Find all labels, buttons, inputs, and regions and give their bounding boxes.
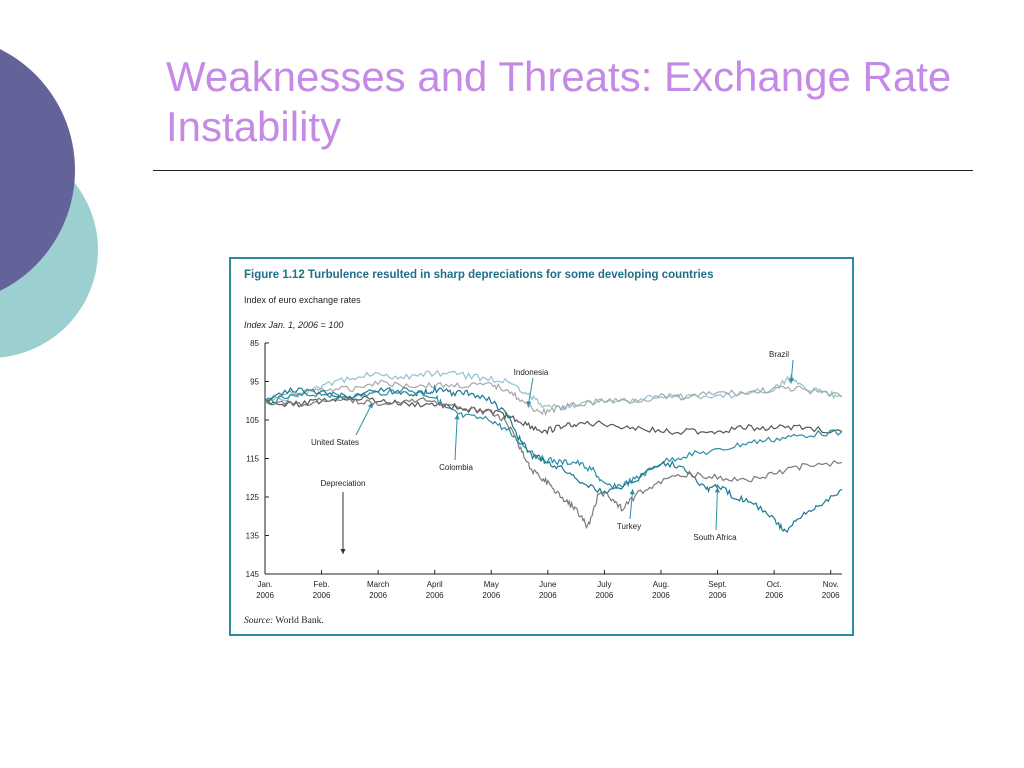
annotation-united-states: United States <box>311 438 359 447</box>
series-line-indonesia <box>264 379 843 417</box>
annotation-brazil: Brazil <box>769 350 789 359</box>
y-tick-label: 125 <box>246 493 260 502</box>
x-tick-label: May 2006 <box>482 580 500 600</box>
decorative-circles <box>0 49 98 358</box>
annotation-arrowhead-united-states <box>367 402 373 409</box>
series-line-united-states <box>264 394 843 436</box>
series-line-brazil <box>264 369 843 411</box>
y-tick-label: 145 <box>246 570 260 579</box>
figure-frame: 85 95 105 115 125 135 145 Jan. 2006 Feb. 2006 Marc… <box>229 257 854 636</box>
x-tick-label: Aug. 2006 <box>652 580 670 600</box>
source-label: Source: <box>244 616 274 626</box>
y-tick-label: 95 <box>250 378 259 387</box>
y-axis: 85 95 105 115 125 135 145 <box>246 339 269 579</box>
figure-source: Source: World Bank. <box>244 616 324 626</box>
y-tick-label: 135 <box>246 532 260 541</box>
x-axis: Jan. 2006 Feb. 2006 March 2006 April 2006 May 200… <box>256 570 842 600</box>
source-text: World Bank. <box>275 616 324 626</box>
annotation-arrowhead-colombia <box>454 414 460 420</box>
annotation-layer: Brazil Indonesia United States Colombia Depr… <box>311 350 795 554</box>
annotation-arrowhead-indonesia <box>526 401 532 407</box>
annotation-arrowhead-brazil <box>788 378 795 384</box>
annotation-arrowhead-turkey <box>629 489 635 495</box>
figure-subtitle: Index of euro exchange rates <box>244 295 361 305</box>
x-tick-label: Feb. 2006 <box>313 580 331 600</box>
x-tick-label: Jan. 2006 <box>256 580 274 600</box>
y-tick-label: 105 <box>246 416 260 425</box>
slide-title: Weaknesses and Threats: Exchange Rate In… <box>166 53 952 150</box>
annotation-indonesia: Indonesia <box>514 368 549 377</box>
annotation-arrow-south-africa <box>715 487 719 531</box>
x-tick-label: July 2006 <box>596 580 614 600</box>
exchange-rate-chart: 85 95 105 115 125 135 145 Jan. 2006 Feb. 2006 Marc… <box>246 339 843 600</box>
y-tick-label: 85 <box>250 339 259 348</box>
annotation-depreciation: Depreciation <box>321 479 366 488</box>
series-line-colombia <box>264 387 843 490</box>
series-layer <box>264 369 843 534</box>
x-tick-label: Sept. 2006 <box>708 580 727 600</box>
x-tick-label: Nov. 2006 <box>822 580 840 600</box>
x-tick-label: April 2006 <box>426 580 444 600</box>
annotation-arrowhead-south-africa <box>714 487 720 493</box>
figure-index-note: Index Jan. 1, 2006 = 100 <box>244 320 344 330</box>
y-tick-label: 115 <box>246 455 259 464</box>
annotation-arrow-colombia <box>454 414 458 461</box>
x-tick-label: March 2006 <box>367 580 389 600</box>
annotation-arrow-united-states <box>355 402 373 436</box>
x-tick-label: Oct. 2006 <box>765 580 783 600</box>
annotation-arrowhead-depreciation <box>340 549 346 554</box>
figure-title: Figure 1.12 Turbulence resulted in sharp… <box>244 269 714 281</box>
series-line-south-africa <box>264 384 843 534</box>
purple-circle <box>0 49 75 291</box>
series-line-turkey <box>264 397 843 530</box>
annotation-south-africa: South Africa <box>693 533 737 542</box>
annotation-turkey: Turkey <box>617 522 641 531</box>
annotation-colombia: Colombia <box>439 463 473 472</box>
x-tick-label: June 2006 <box>539 580 557 600</box>
title-divider <box>153 170 973 171</box>
